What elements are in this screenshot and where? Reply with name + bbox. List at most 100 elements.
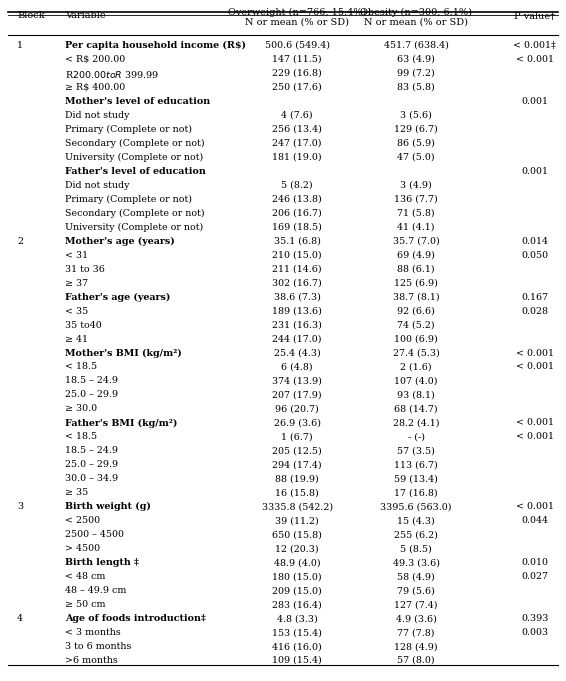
- Text: 30.0 – 34.9: 30.0 – 34.9: [65, 474, 118, 484]
- Text: N or mean (% or SD): N or mean (% or SD): [364, 18, 468, 27]
- Text: 169 (18.5): 169 (18.5): [272, 223, 322, 232]
- Text: 88 (19.9): 88 (19.9): [275, 474, 319, 484]
- Text: 107 (4.0): 107 (4.0): [395, 377, 438, 385]
- Text: 3 (4.9): 3 (4.9): [400, 180, 432, 190]
- Text: 58 (4.9): 58 (4.9): [397, 572, 435, 581]
- Text: 18.5 – 24.9: 18.5 – 24.9: [65, 446, 118, 456]
- Text: 189 (13.6): 189 (13.6): [272, 306, 322, 315]
- Text: 93 (8.1): 93 (8.1): [397, 390, 435, 400]
- Text: < 0.001: < 0.001: [516, 432, 554, 441]
- Text: 57 (3.5): 57 (3.5): [397, 446, 435, 456]
- Text: - (-): - (-): [408, 432, 424, 441]
- Text: 48 – 49.9 cm: 48 – 49.9 cm: [65, 586, 126, 595]
- Text: 136 (7.7): 136 (7.7): [394, 195, 438, 204]
- Text: < 0.001: < 0.001: [516, 503, 554, 511]
- Text: 35 to40: 35 to40: [65, 321, 102, 330]
- Text: < 0.001: < 0.001: [516, 349, 554, 358]
- Text: < 0.001: < 0.001: [516, 55, 554, 64]
- Text: 27.4 (5.3): 27.4 (5.3): [393, 349, 439, 358]
- Text: 181 (19.0): 181 (19.0): [272, 153, 322, 162]
- Text: 205 (12.5): 205 (12.5): [272, 446, 322, 456]
- Text: 35.1 (6.8): 35.1 (6.8): [274, 237, 320, 246]
- Text: Per capita household income (R$): Per capita household income (R$): [65, 41, 246, 50]
- Text: 2 (1.6): 2 (1.6): [400, 362, 432, 372]
- Text: 3395.6 (563.0): 3395.6 (563.0): [380, 503, 452, 511]
- Text: Father's level of education: Father's level of education: [65, 167, 206, 176]
- Text: < 48 cm: < 48 cm: [65, 572, 105, 581]
- Text: 88 (6.1): 88 (6.1): [397, 265, 435, 274]
- Text: Did not study: Did not study: [65, 180, 130, 190]
- Text: 68 (14.7): 68 (14.7): [394, 405, 438, 413]
- Text: 26.9 (3.6): 26.9 (3.6): [273, 418, 321, 428]
- Text: 77 (7.8): 77 (7.8): [397, 628, 435, 637]
- Text: 209 (15.0): 209 (15.0): [272, 586, 322, 595]
- Text: Secondary (Complete or not): Secondary (Complete or not): [65, 209, 205, 218]
- Text: ≥ R$ 400.00: ≥ R$ 400.00: [65, 83, 125, 92]
- Text: 6 (4.8): 6 (4.8): [281, 362, 313, 372]
- Text: Variable: Variable: [65, 12, 106, 20]
- Text: 302 (16.7): 302 (16.7): [272, 279, 322, 287]
- Text: < 3 months: < 3 months: [65, 628, 121, 637]
- Text: 113 (6.7): 113 (6.7): [394, 460, 438, 469]
- Text: 41 (4.1): 41 (4.1): [397, 223, 435, 232]
- Text: 128 (4.9): 128 (4.9): [394, 642, 438, 651]
- Text: Birth weight (g): Birth weight (g): [65, 503, 151, 511]
- Text: Overweight (n=766, 15.4%): Overweight (n=766, 15.4%): [228, 8, 366, 17]
- Text: Block: Block: [17, 12, 45, 20]
- Text: Secondary (Complete or not): Secondary (Complete or not): [65, 139, 205, 148]
- Text: ≥ 30.0: ≥ 30.0: [65, 405, 97, 413]
- Text: 39 (11.2): 39 (11.2): [275, 516, 319, 525]
- Text: Mother's age (years): Mother's age (years): [65, 237, 175, 246]
- Text: 500.6 (549.4): 500.6 (549.4): [265, 41, 329, 50]
- Text: 0.001: 0.001: [521, 167, 548, 176]
- Text: 229 (16.8): 229 (16.8): [272, 69, 322, 78]
- Text: 100 (6.9): 100 (6.9): [394, 334, 438, 343]
- Text: 2500 – 4500: 2500 – 4500: [65, 530, 124, 539]
- Text: 25.0 – 29.9: 25.0 – 29.9: [65, 460, 118, 469]
- Text: Age of foods introduction‡: Age of foods introduction‡: [65, 614, 206, 623]
- Text: 71 (5.8): 71 (5.8): [397, 209, 435, 218]
- Text: 96 (20.7): 96 (20.7): [275, 405, 319, 413]
- Text: 256 (13.4): 256 (13.4): [272, 125, 322, 134]
- Text: Obesity (n=300, 6.1%): Obesity (n=300, 6.1%): [360, 8, 472, 17]
- Text: 16 (15.8): 16 (15.8): [275, 488, 319, 497]
- Text: 211 (14.6): 211 (14.6): [272, 265, 322, 274]
- Text: 4 (7.6): 4 (7.6): [281, 111, 313, 120]
- Text: 0.050: 0.050: [521, 251, 548, 259]
- Text: 283 (16.4): 283 (16.4): [272, 600, 322, 609]
- Text: < 35: < 35: [65, 306, 88, 315]
- Text: 1 (6.7): 1 (6.7): [281, 432, 313, 441]
- Text: 5 (8.5): 5 (8.5): [400, 544, 432, 553]
- Text: 125 (6.9): 125 (6.9): [394, 279, 438, 287]
- Text: 416 (16.0): 416 (16.0): [272, 642, 322, 651]
- Text: 0.028: 0.028: [521, 306, 548, 315]
- Text: 109 (15.4): 109 (15.4): [272, 656, 322, 665]
- Text: 255 (6.2): 255 (6.2): [394, 530, 438, 539]
- Text: 0.044: 0.044: [521, 516, 548, 525]
- Text: < 18.5: < 18.5: [65, 432, 97, 441]
- Text: < 0.001‡: < 0.001‡: [513, 41, 556, 50]
- Text: 4: 4: [17, 614, 23, 623]
- Text: Mother's BMI (kg/m²): Mother's BMI (kg/m²): [65, 349, 182, 358]
- Text: 247 (17.0): 247 (17.0): [272, 139, 322, 148]
- Text: ≥ 37: ≥ 37: [65, 279, 88, 287]
- Text: 0.001: 0.001: [521, 97, 548, 106]
- Text: < 0.001: < 0.001: [516, 418, 554, 428]
- Text: < R$ 200.00: < R$ 200.00: [65, 55, 125, 64]
- Text: 48.9 (4.0): 48.9 (4.0): [274, 558, 320, 567]
- Text: 15 (4.3): 15 (4.3): [397, 516, 435, 525]
- Text: 28.2 (4.1): 28.2 (4.1): [393, 418, 439, 428]
- Text: 147 (11.5): 147 (11.5): [272, 55, 322, 64]
- Text: 31 to 36: 31 to 36: [65, 265, 105, 274]
- Text: 59 (13.4): 59 (13.4): [394, 474, 438, 484]
- Text: 25.4 (4.3): 25.4 (4.3): [274, 349, 320, 358]
- Text: Mother's level of education: Mother's level of education: [65, 97, 210, 106]
- Text: 206 (16.7): 206 (16.7): [272, 209, 322, 218]
- Text: 3 (5.6): 3 (5.6): [400, 111, 432, 120]
- Text: > 4500: > 4500: [65, 544, 100, 553]
- Text: 0.014: 0.014: [521, 237, 548, 246]
- Text: 153 (15.4): 153 (15.4): [272, 628, 322, 637]
- Text: University (Complete or not): University (Complete or not): [65, 153, 203, 162]
- Text: 231 (16.3): 231 (16.3): [272, 321, 322, 330]
- Text: 79 (5.6): 79 (5.6): [397, 586, 435, 595]
